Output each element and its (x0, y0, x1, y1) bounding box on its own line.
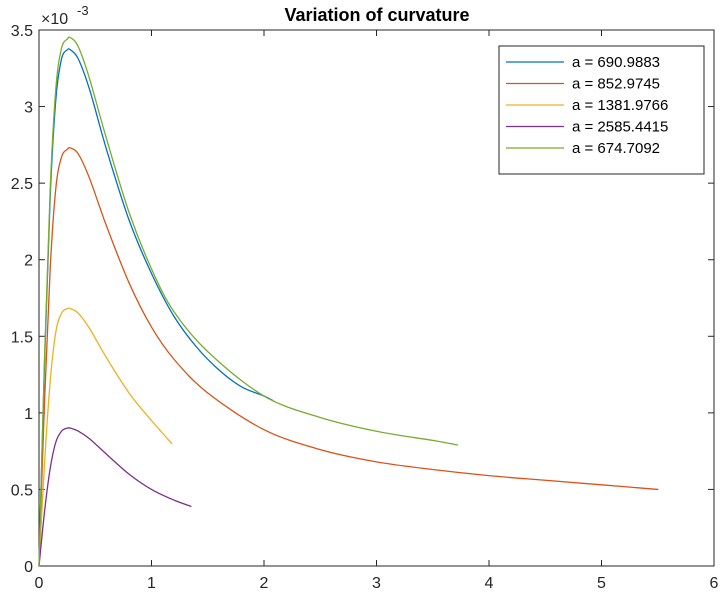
x-axis: 0 1 2 3 4 5 6 (35, 30, 719, 592)
x-tick-label: 1 (147, 575, 156, 592)
y-tick-label: 3 (24, 100, 33, 117)
y-tick-label: 0 (24, 559, 33, 576)
x-tick-label: 4 (485, 575, 494, 592)
legend-label-1: a = 690.9883 (572, 54, 660, 71)
series-line-5 (38, 36, 459, 567)
y-tick-label: 1 (24, 406, 33, 423)
y-tick-label: 3.5 (11, 23, 33, 40)
legend-box (498, 45, 705, 175)
y-exponent-base: ×10 (41, 11, 68, 28)
x-tick-label: 0 (35, 575, 44, 592)
legend-label-2: a = 852.9745 (572, 76, 660, 93)
legend-label-4: a = 2585.4415 (572, 119, 668, 136)
y-axis-exponent: ×10 -3 (41, 3, 89, 28)
y-tick-label: 2.5 (11, 176, 33, 193)
legend: a = 690.9883 a = 852.9745 a = 1381.9766 a =… (498, 45, 705, 175)
x-tick-label: 5 (597, 575, 606, 592)
y-tick-label: 1.5 (11, 329, 33, 346)
y-axis: 0 0.5 1 1.5 2 2.5 3 3.5 (11, 23, 714, 576)
x-tick-label: 6 (710, 575, 719, 592)
legend-label-5: a = 674.7092 (572, 140, 660, 157)
y-tick-label: 0.5 (11, 482, 33, 499)
chart-title: Variation of curvature (284, 5, 469, 25)
x-tick-label: 2 (260, 575, 269, 592)
series-lines (38, 36, 659, 567)
legend-label-3: a = 1381.9766 (572, 97, 668, 114)
series-line-2 (38, 146, 659, 567)
series-line-4 (38, 427, 192, 567)
x-tick-label: 3 (372, 575, 381, 592)
y-tick-label: 2 (24, 253, 33, 270)
series-line-3 (38, 307, 173, 567)
y-exponent-power: -3 (77, 3, 89, 18)
